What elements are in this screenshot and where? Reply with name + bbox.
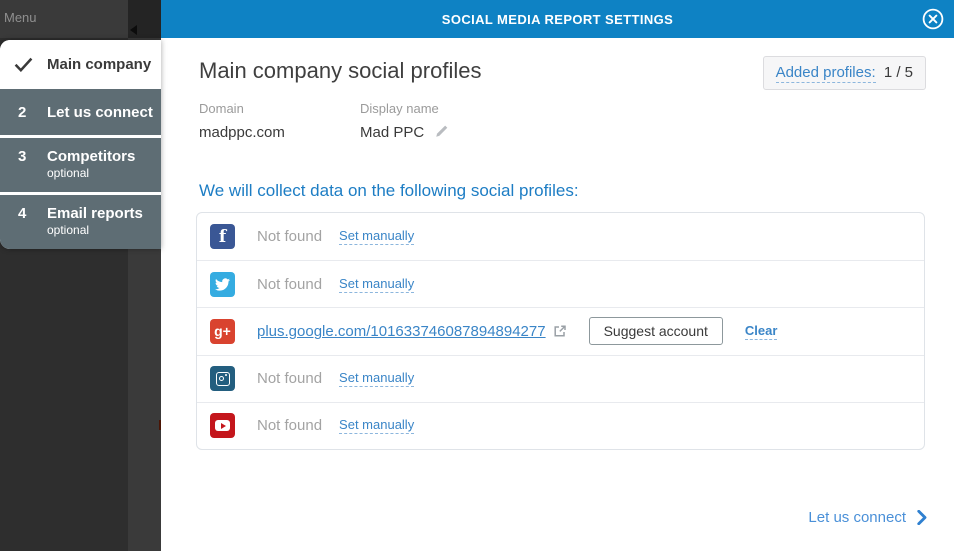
checkmark-icon: [14, 57, 33, 77]
display-name-label: Display name: [360, 101, 439, 116]
step-number: 2: [18, 104, 27, 121]
display-name-value: Mad PPC: [360, 124, 425, 141]
set-manually-link[interactable]: Set manually: [339, 370, 415, 388]
domain-field: Domain madppc.com: [199, 101, 285, 141]
close-icon[interactable]: [922, 8, 944, 30]
added-profiles-count: 1 / 5: [883, 64, 913, 81]
step-let-us-connect[interactable]: 2 Let us connect: [0, 89, 161, 135]
social-media-report-settings-modal: SOCIAL MEDIA REPORT SETTINGS Main compan…: [161, 0, 954, 551]
menu-label: Menu: [4, 10, 37, 25]
wizard-steps: Main company 2 Let us connect 3 Competit…: [0, 40, 161, 249]
profile-row-youtube: Not found Set manually: [197, 401, 924, 449]
external-link-icon[interactable]: [553, 324, 567, 338]
page-title: Main company social profiles: [199, 58, 482, 83]
step-label: Email reports: [47, 205, 143, 222]
instagram-icon: [210, 366, 235, 392]
background-artifact: [159, 420, 162, 430]
google-plus-profile-link[interactable]: plus.google.com/101633746087894894277: [257, 322, 546, 340]
modal-title: SOCIAL MEDIA REPORT SETTINGS: [441, 12, 674, 27]
suggest-account-button[interactable]: Suggest account: [588, 317, 723, 346]
profile-row-google-plus: g+ plus.google.com/101633746087894894277…: [197, 307, 924, 354]
chevron-right-icon: [917, 510, 927, 525]
collect-data-heading: We will collect data on the following so…: [199, 181, 579, 200]
added-profiles-badge: Added profiles: 1 / 5: [762, 56, 926, 90]
next-step-label: Let us connect: [808, 509, 906, 526]
social-profiles-list: f Not found Set manually Not found Set m…: [196, 212, 925, 450]
step-optional-tag: optional: [47, 166, 90, 180]
added-profiles-link[interactable]: Added profiles:: [775, 64, 876, 83]
collapse-tab[interactable]: [128, 0, 161, 38]
step-label: Competitors: [47, 148, 136, 165]
collapse-arrow-icon: [130, 25, 137, 35]
step-number: 4: [18, 205, 27, 222]
step-competitors[interactable]: 3 Competitors optional: [0, 138, 161, 192]
step-optional-tag: optional: [47, 223, 90, 237]
step-number: 3: [18, 148, 27, 165]
edit-pencil-icon[interactable]: [434, 124, 449, 143]
profile-status: Not found: [257, 228, 323, 246]
domain-value: madppc.com: [199, 124, 285, 141]
clear-link[interactable]: Clear: [744, 322, 778, 340]
set-manually-link[interactable]: Set manually: [339, 275, 415, 293]
set-manually-link[interactable]: Set manually: [339, 228, 415, 246]
profile-status: Not found: [257, 275, 323, 293]
step-main-company[interactable]: Main company: [0, 40, 161, 87]
profile-status: Not found: [257, 370, 323, 388]
next-step-link[interactable]: Let us connect: [808, 509, 928, 526]
step-label: Main company: [47, 56, 152, 73]
youtube-icon: [210, 413, 235, 439]
profile-row-instagram: Not found Set manually: [197, 354, 924, 402]
step-email-reports[interactable]: 4 Email reports optional: [0, 195, 161, 249]
step-label: Let us connect: [47, 104, 153, 121]
modal-header: SOCIAL MEDIA REPORT SETTINGS: [161, 0, 954, 38]
set-manually-link[interactable]: Set manually: [339, 417, 415, 435]
profile-row-facebook: f Not found Set manually: [197, 213, 924, 260]
display-name-field: Display name Mad PPC: [360, 101, 449, 143]
facebook-icon: f: [210, 224, 235, 250]
domain-label: Domain: [199, 101, 244, 116]
google-plus-icon: g+: [210, 318, 235, 344]
profile-status: Not found: [257, 417, 323, 435]
twitter-icon: [210, 271, 235, 297]
background-menu-bar: [0, 0, 128, 38]
profile-row-twitter: Not found Set manually: [197, 260, 924, 307]
